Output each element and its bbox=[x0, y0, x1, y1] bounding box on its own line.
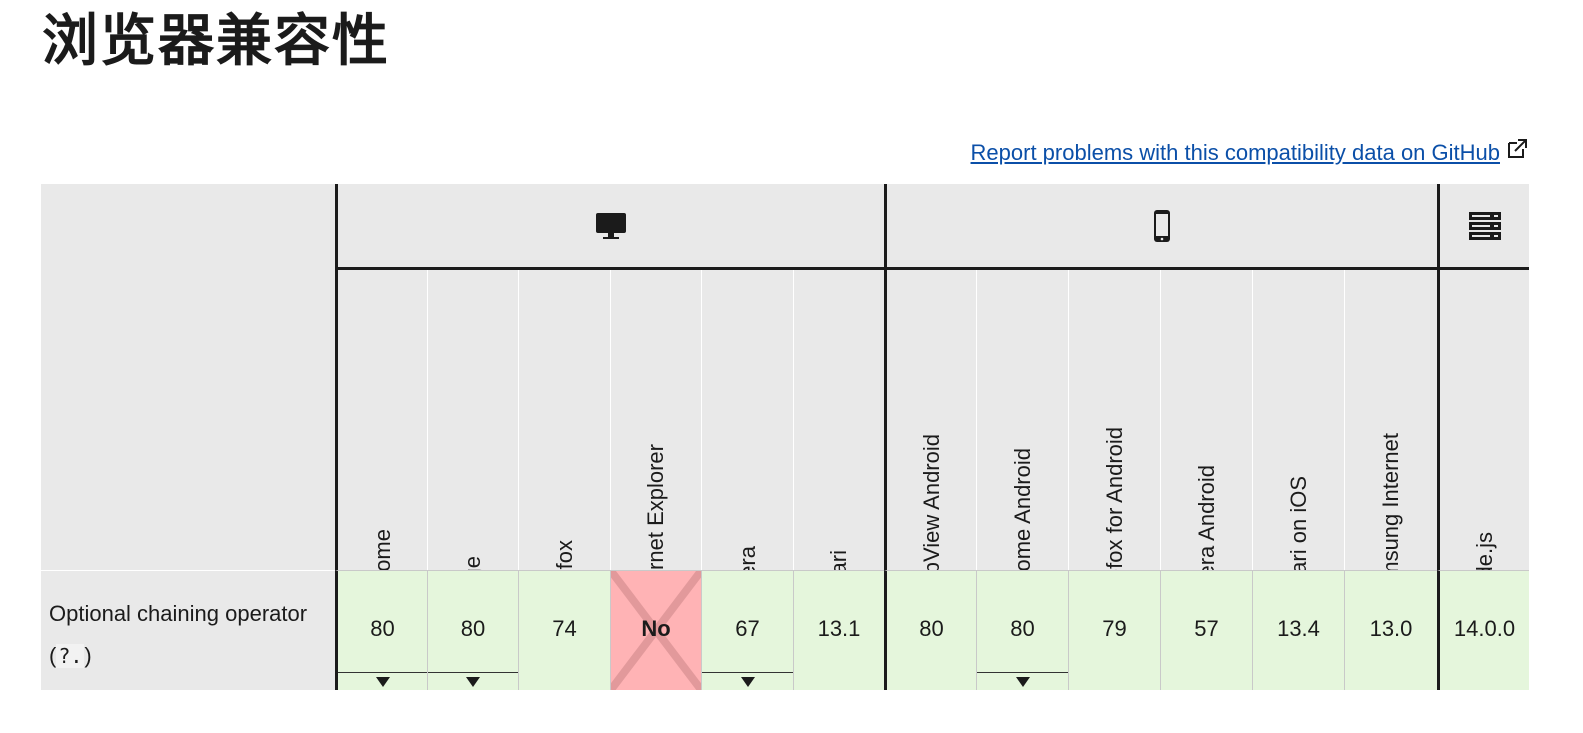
external-link-icon bbox=[1508, 139, 1527, 158]
expand-toggle[interactable] bbox=[702, 672, 793, 690]
version-value: No bbox=[641, 615, 671, 641]
support-cell-internet-explorer[interactable]: No bbox=[610, 570, 701, 690]
support-cell-safari-ios[interactable]: 13.4 bbox=[1252, 570, 1344, 690]
platform-desktop bbox=[335, 184, 884, 270]
version-value: 13.4 bbox=[1277, 615, 1320, 641]
platform-header-row bbox=[41, 184, 1529, 270]
expand-toggle[interactable] bbox=[428, 672, 518, 690]
support-cell-edge[interactable]: 80 bbox=[427, 570, 518, 690]
triangle-down-icon bbox=[740, 676, 755, 687]
server-icon bbox=[1468, 211, 1501, 240]
support-cell-safari[interactable]: 13.1 bbox=[793, 570, 884, 690]
expand-toggle[interactable] bbox=[977, 672, 1068, 690]
report-problems-link[interactable]: Report problems with this compatibility … bbox=[970, 139, 1528, 166]
version-value: 13.0 bbox=[1369, 615, 1413, 641]
support-cell-firefox[interactable]: 74 bbox=[518, 570, 610, 690]
support-cell-samsung-internet[interactable]: 13.0 bbox=[1344, 570, 1437, 690]
version-value: 80 bbox=[370, 615, 395, 641]
feature-code: ?. bbox=[56, 644, 85, 668]
version-value: 80 bbox=[919, 615, 944, 641]
mobile-icon bbox=[1154, 209, 1170, 242]
unsupported-cross-icon bbox=[611, 571, 701, 690]
triangle-down-icon bbox=[375, 676, 390, 687]
version-value: 74 bbox=[552, 615, 577, 641]
support-cell-webview-android[interactable]: 80 bbox=[884, 570, 976, 690]
support-cell-opera[interactable]: 67 bbox=[701, 570, 793, 690]
feature-suffix: ) bbox=[84, 643, 92, 668]
desktop-icon bbox=[596, 212, 626, 239]
triangle-down-icon bbox=[1015, 676, 1030, 687]
support-cell-chrome[interactable]: 80 bbox=[335, 570, 427, 690]
page-title: 浏览器兼容性 bbox=[42, 8, 390, 74]
feature-name: Optional chaining operator (?.) bbox=[41, 570, 337, 690]
support-cell-chrome-android[interactable]: 80 bbox=[976, 570, 1068, 690]
platform-mobile bbox=[884, 184, 1437, 270]
version-value: 57 bbox=[1194, 615, 1219, 641]
version-value: 13.1 bbox=[817, 615, 861, 641]
feature-label: Optional chaining operator ( bbox=[49, 601, 308, 668]
platform-server bbox=[1437, 184, 1529, 270]
version-value: 79 bbox=[1102, 615, 1127, 641]
support-cell-opera-android[interactable]: 57 bbox=[1160, 570, 1252, 690]
expand-toggle[interactable] bbox=[338, 672, 427, 690]
version-value: 80 bbox=[1010, 615, 1035, 641]
report-link-label: Report problems with this compatibility … bbox=[970, 140, 1500, 165]
compat-table: Chrome Edge Firefox e Internet Explorer bbox=[41, 184, 1529, 690]
version-value: 67 bbox=[735, 615, 760, 641]
version-value: 14.0.0 bbox=[1453, 615, 1516, 641]
support-cell-nodejs[interactable]: 14.0.0 bbox=[1437, 570, 1529, 690]
support-cell-firefox-android[interactable]: 79 bbox=[1068, 570, 1160, 690]
triangle-down-icon bbox=[466, 676, 480, 687]
version-value: 80 bbox=[460, 615, 486, 641]
